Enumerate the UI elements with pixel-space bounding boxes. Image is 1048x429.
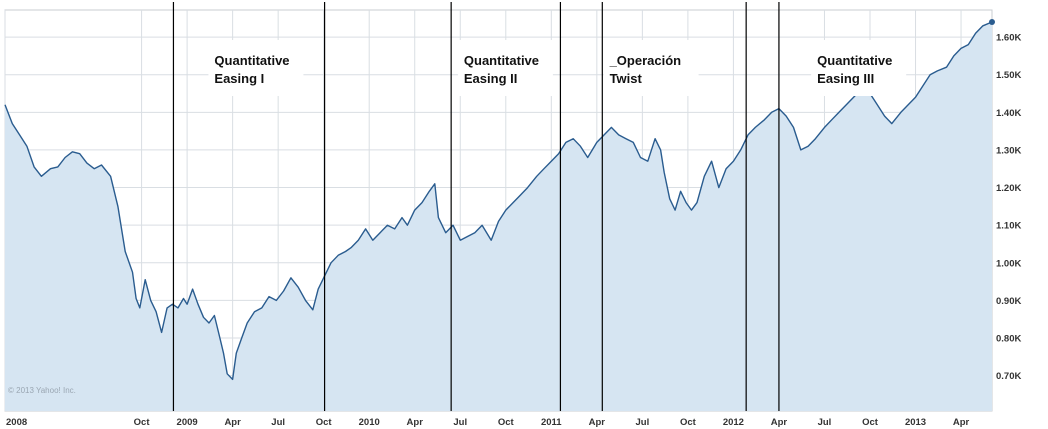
x-tick-label: Apr [953, 417, 970, 428]
y-tick-label: 0.90K [996, 296, 1021, 307]
y-axis: 0.70K 0.80K 0.90K 1.00K 1.10K 1.20K 1.30K 1.40K… [996, 33, 1021, 383]
annotation-text: Quantitative [464, 53, 539, 68]
x-tick-label: 2013 [905, 417, 926, 428]
x-tick-label: Oct [498, 417, 515, 428]
x-tick-label: Jul [453, 417, 467, 428]
x-tick-label: 2009 [177, 417, 198, 428]
annotation: Quantitative Easing II [457, 40, 553, 96]
annotation: _Operación Twist [603, 40, 699, 96]
annotations: Quantitative Easing I Quantitative Easing I… [208, 40, 907, 96]
y-tick-label: 1.10K [996, 221, 1021, 232]
annotation: Quantitative Easing I [208, 40, 304, 96]
annotation-text: Easing III [817, 71, 874, 86]
annotation-text: Easing II [464, 71, 517, 86]
annotation-text: Quantitative [214, 53, 289, 68]
x-tick-label: Oct [680, 417, 697, 428]
x-tick-label: 2011 [541, 417, 562, 428]
y-tick-label: 0.80K [996, 334, 1021, 345]
x-tick-label: Apr [771, 417, 788, 428]
y-tick-label: 1.60K [996, 33, 1021, 44]
x-tick-label: Oct [134, 417, 151, 428]
y-tick-label: 1.50K [996, 70, 1021, 81]
series-area [5, 22, 992, 411]
y-tick-label: 0.70K [996, 371, 1021, 382]
event-lines [172, 2, 780, 411]
x-tick-label: Apr [224, 417, 241, 428]
x-tick-label: 2010 [359, 417, 380, 428]
y-tick-label: 1.40K [996, 108, 1021, 119]
y-tick-label: 1.30K [996, 145, 1021, 156]
x-tick-label: Oct [862, 417, 879, 428]
x-tick-label: Jul [635, 417, 649, 428]
y-tick-label: 1.20K [996, 183, 1021, 194]
x-tick-label: Apr [407, 417, 424, 428]
x-tick-label: Apr [589, 417, 606, 428]
annotation-text: Twist [610, 71, 643, 86]
annotation-box [811, 40, 907, 96]
x-tick-label: 2008 [6, 417, 27, 428]
x-tick-label: Jul [271, 417, 285, 428]
annotation: Quantitative Easing III [811, 40, 907, 96]
annotation-text: Quantitative [817, 53, 892, 68]
last-point-marker [989, 19, 995, 26]
y-tick-label: 1.00K [996, 258, 1021, 269]
credit-text: © 2013 Yahoo! Inc. [8, 386, 76, 395]
annotation-text: Easing I [214, 71, 264, 86]
x-axis: 2008 Oct 2009 Apr Jul Oct 2010 Apr Jul Oct 2011 Apr… [6, 417, 970, 428]
series-line [4, 21, 993, 381]
annotation-box [603, 40, 699, 96]
annotation-box [457, 40, 553, 96]
x-tick-label: Jul [818, 417, 832, 428]
x-tick-label: Oct [316, 417, 333, 428]
annotation-box [208, 40, 304, 96]
area-layer [4, 19, 995, 411]
x-tick-label: 2012 [723, 417, 744, 428]
annotation-text: _Operación [609, 53, 682, 68]
